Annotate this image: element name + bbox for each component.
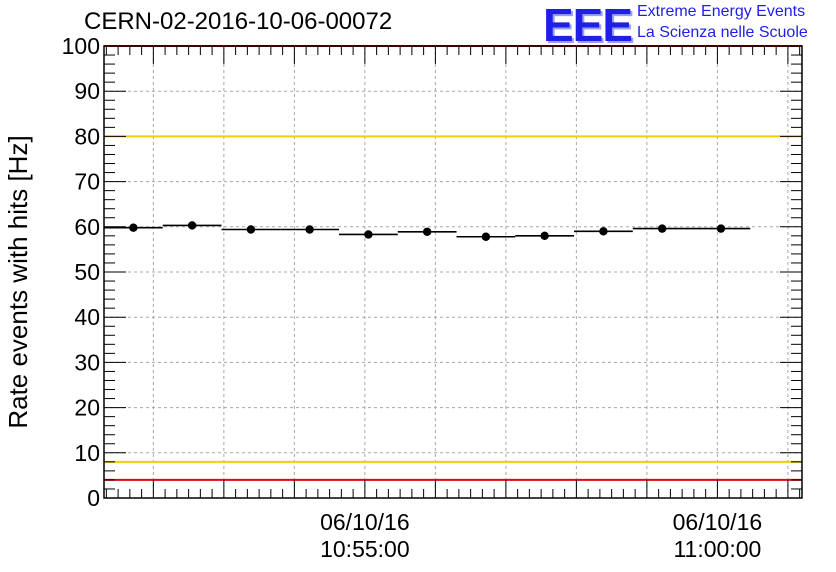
y-axis-label: Rate events with hits [Hz] bbox=[3, 135, 33, 428]
data-point bbox=[574, 227, 633, 236]
x-tick-label-date: 06/10/16 bbox=[320, 509, 410, 535]
data-point bbox=[515, 231, 575, 241]
data-point bbox=[632, 224, 692, 233]
data-point bbox=[339, 230, 398, 239]
logo-text-line1: Extreme Energy Events bbox=[637, 3, 806, 20]
data-point bbox=[691, 224, 751, 233]
y-tick-label: 70 bbox=[74, 169, 100, 195]
y-tick-label: 80 bbox=[74, 123, 100, 149]
data-marker bbox=[305, 225, 314, 234]
data-marker bbox=[187, 221, 197, 230]
plot-frame bbox=[103, 45, 803, 499]
data-point bbox=[104, 223, 163, 232]
x-tick-label-time: 10:55:00 bbox=[320, 536, 410, 562]
axis-ticks bbox=[104, 45, 802, 499]
data-series bbox=[104, 221, 751, 241]
y-tick-label: 90 bbox=[74, 78, 100, 104]
y-tick-labels: 0 10 20 30 40 50 60 70 80 90 100 bbox=[62, 33, 100, 511]
data-marker bbox=[129, 223, 138, 232]
y-tick-label: 0 bbox=[87, 485, 100, 511]
data-marker bbox=[364, 230, 373, 239]
y-tick-label: 100 bbox=[62, 33, 100, 59]
logo-text-line2: La Scienza nelle Scuole bbox=[637, 24, 808, 41]
x-tick-label-time: 11:00:00 bbox=[673, 536, 761, 562]
eee-logo: EEE bbox=[543, 0, 633, 51]
y-tick-label: 30 bbox=[74, 349, 100, 375]
data-marker bbox=[716, 224, 726, 233]
data-point bbox=[456, 232, 516, 241]
grid bbox=[104, 46, 802, 498]
data-marker bbox=[481, 232, 491, 241]
data-point bbox=[397, 227, 457, 236]
y-tick-label: 10 bbox=[74, 440, 100, 466]
reference-lines bbox=[104, 45, 802, 481]
y-tick-label: 60 bbox=[74, 214, 100, 240]
y-tick-label: 20 bbox=[74, 395, 100, 421]
data-point bbox=[221, 225, 281, 234]
chart-title: CERN-02-2016-10-06-00072 bbox=[84, 8, 393, 35]
data-point bbox=[280, 225, 340, 234]
data-marker bbox=[422, 227, 432, 236]
x-tick-label-date: 06/10/16 bbox=[673, 509, 763, 535]
data-marker bbox=[246, 225, 256, 234]
data-marker bbox=[540, 231, 549, 241]
y-tick-label: 40 bbox=[74, 304, 100, 330]
data-marker bbox=[657, 224, 667, 233]
y-tick-label: 50 bbox=[74, 259, 100, 285]
data-marker bbox=[599, 227, 608, 236]
data-point bbox=[162, 221, 222, 230]
